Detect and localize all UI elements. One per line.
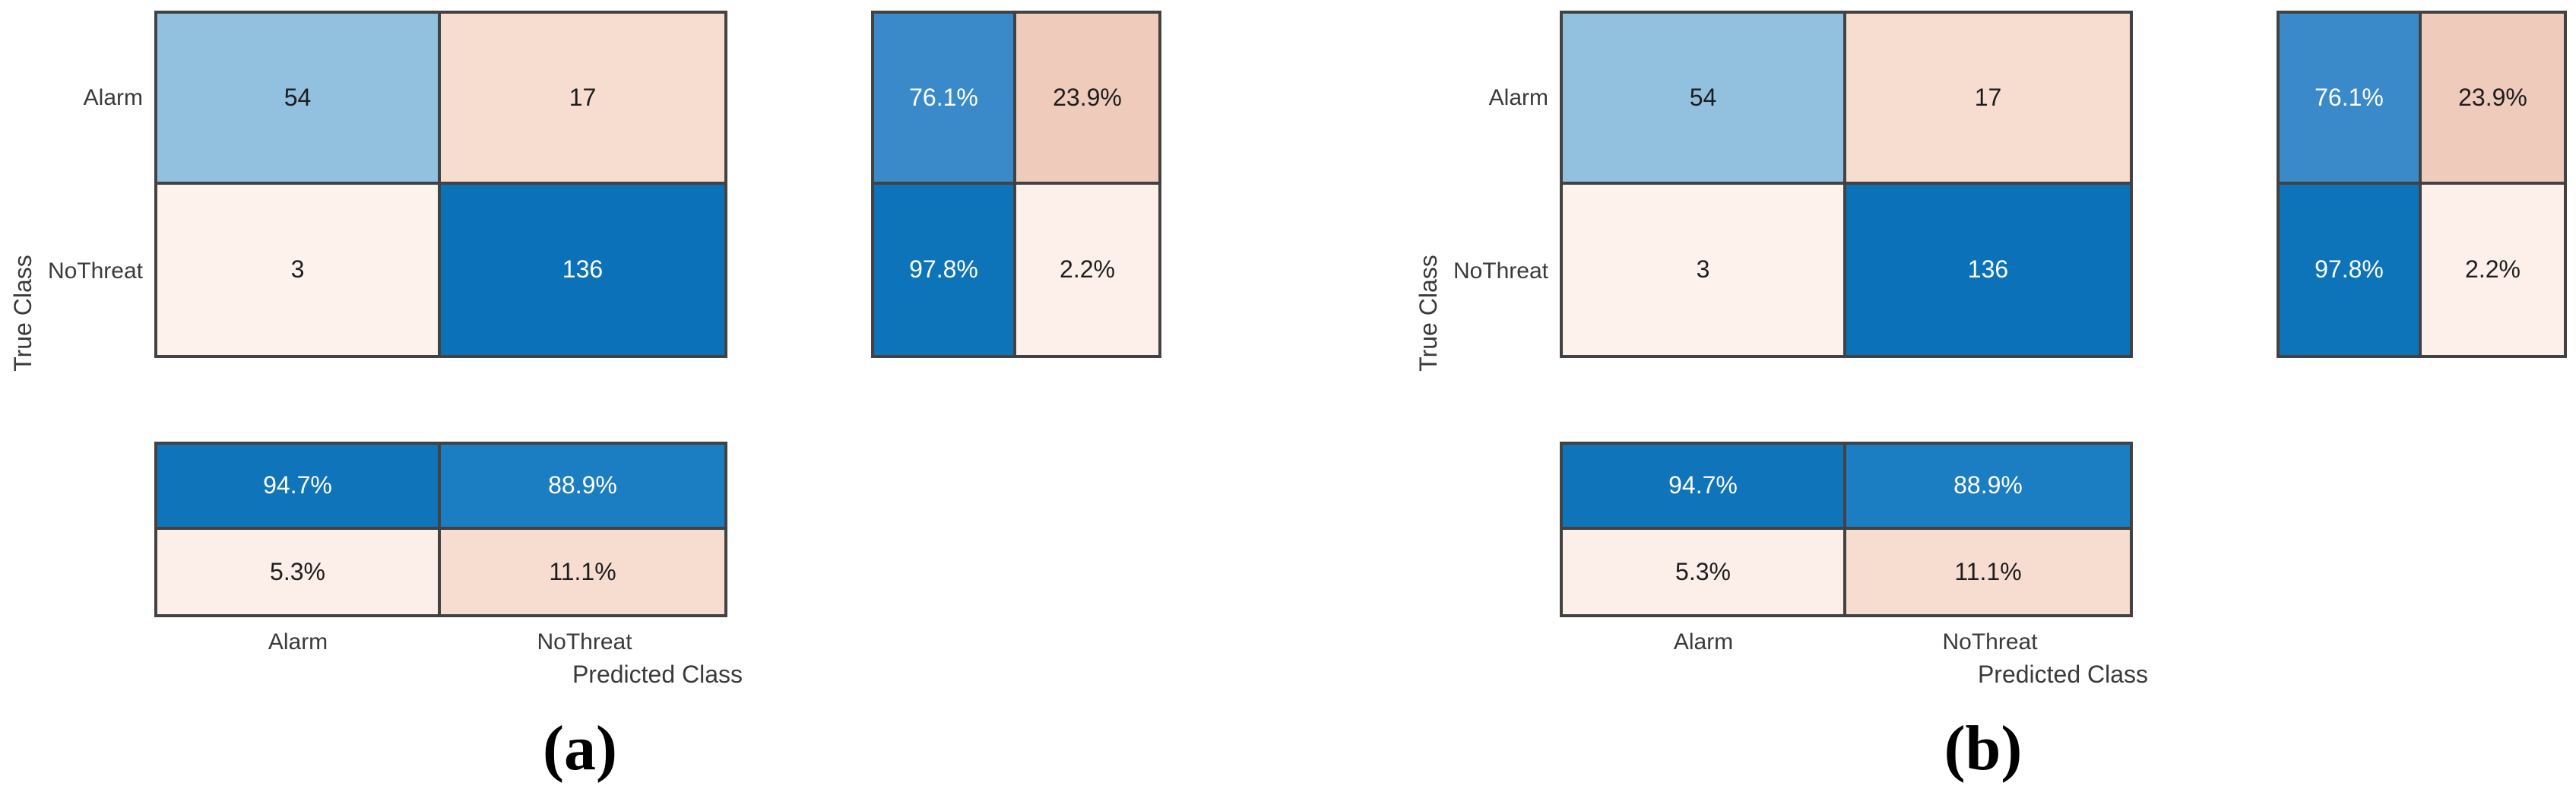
matrix-cell-alarm-alarm: 54	[1563, 14, 1846, 185]
confusion-matrix-a: 54 17 3 136	[154, 11, 727, 358]
confusion-matrix-b: 54 17 3 136	[1560, 11, 2133, 358]
row-summary-cell-tpr-nothreat: 97.8%	[2280, 184, 2422, 355]
y-tick-label-alarm: Alarm	[83, 85, 143, 110]
row-summary-cell-tpr-alarm: 76.1%	[874, 14, 1016, 185]
row-summary-a: 76.1% 23.9% 97.8% 2.2%	[871, 11, 1161, 358]
x-axis-label: Predicted Class	[572, 661, 743, 688]
column-summary-cell-ppv-alarm: 94.7%	[1563, 445, 1846, 530]
matrix-cell-alarm-alarm: 54	[157, 14, 441, 185]
figure-caption-a: (a)	[543, 713, 617, 784]
x-tick-label-nothreat: NoThreat	[1942, 629, 2038, 654]
row-summary-b: 76.1% 23.9% 97.8% 2.2%	[2277, 11, 2567, 358]
row-summary-cell-fnr-alarm: 23.9%	[1016, 14, 1158, 185]
y-axis-label: True Class	[9, 255, 36, 372]
x-axis-label: Predicted Class	[1977, 661, 2149, 688]
column-summary-cell-fdr-alarm: 5.3%	[1563, 529, 1846, 614]
confusion-chart-a: 54 17 3 136 76.1% 23.9% 97.8% 2.2% 94.7%…	[0, 0, 1171, 805]
row-summary-cell-fnr-nothreat: 2.2%	[2422, 184, 2564, 355]
matrix-cell-nothreat-nothreat: 136	[1846, 184, 2130, 355]
matrix-cell-alarm-nothreat: 17	[1846, 14, 2130, 185]
x-tick-label-alarm: Alarm	[1673, 629, 1734, 654]
column-summary-a: 94.7% 88.9% 5.3% 11.1%	[154, 442, 727, 617]
confusion-chart-b: 54 17 3 136 76.1% 23.9% 97.8% 2.2% 94.7%…	[1405, 0, 2576, 805]
column-summary-cell-ppv-nothreat: 88.9%	[1846, 445, 2130, 530]
matrix-cell-alarm-nothreat: 17	[441, 14, 724, 185]
figure-caption-b: (b)	[1944, 713, 2023, 784]
matrix-cell-nothreat-alarm: 3	[157, 184, 441, 355]
x-tick-label-alarm: Alarm	[268, 629, 328, 654]
y-tick-label-nothreat: NoThreat	[47, 258, 143, 284]
row-summary-cell-fnr-alarm: 23.9%	[2422, 14, 2564, 185]
y-tick-label-alarm: Alarm	[1488, 85, 1548, 110]
x-tick-label-nothreat: NoThreat	[537, 629, 632, 654]
row-summary-cell-tpr-alarm: 76.1%	[2280, 14, 2422, 185]
matrix-cell-nothreat-alarm: 3	[1563, 184, 1846, 355]
column-summary-b: 94.7% 88.9% 5.3% 11.1%	[1560, 442, 2133, 617]
row-summary-cell-tpr-nothreat: 97.8%	[874, 184, 1016, 355]
column-summary-cell-fdr-alarm: 5.3%	[157, 529, 441, 614]
column-summary-cell-ppv-alarm: 94.7%	[157, 445, 441, 530]
row-summary-cell-fnr-nothreat: 2.2%	[1016, 184, 1158, 355]
column-summary-cell-fdr-nothreat: 11.1%	[441, 529, 724, 614]
matrix-cell-nothreat-nothreat: 136	[441, 184, 724, 355]
y-axis-label: True Class	[1415, 255, 1442, 372]
y-tick-label-nothreat: NoThreat	[1453, 258, 1548, 284]
column-summary-cell-ppv-nothreat: 88.9%	[441, 445, 724, 530]
column-summary-cell-fdr-nothreat: 11.1%	[1846, 529, 2130, 614]
